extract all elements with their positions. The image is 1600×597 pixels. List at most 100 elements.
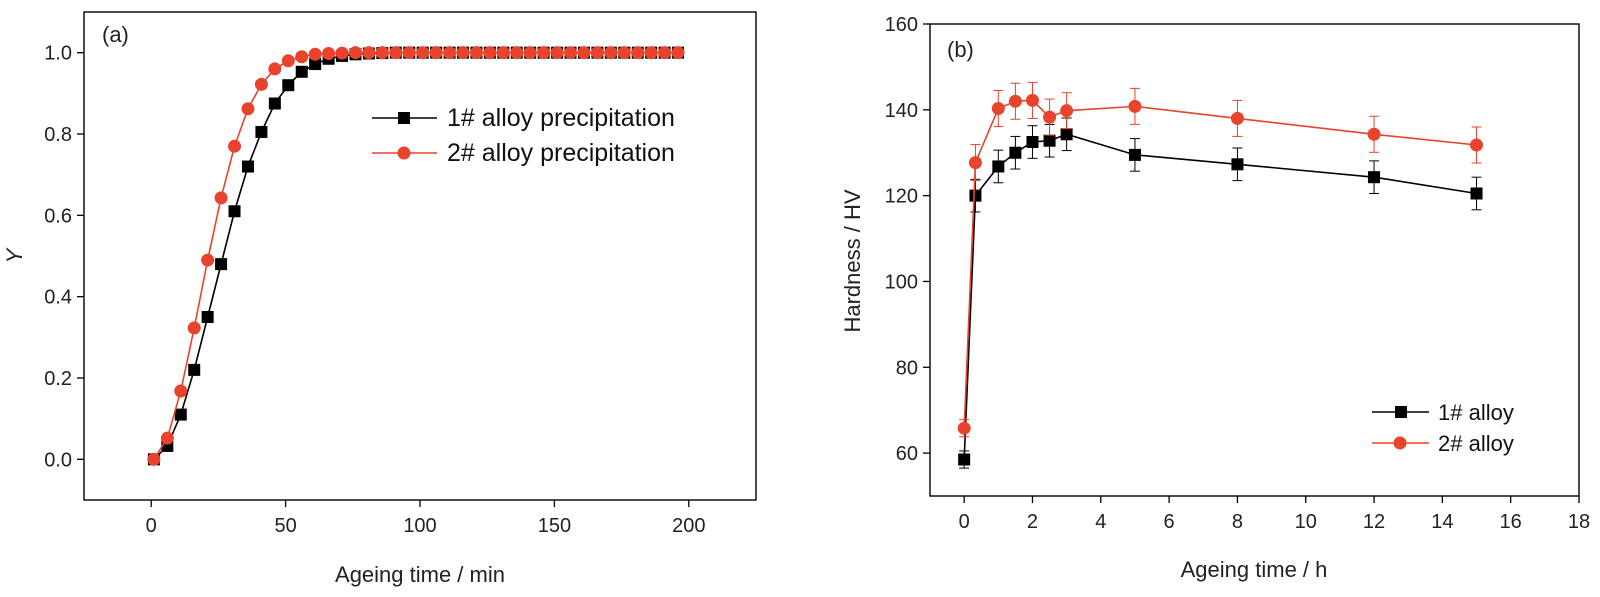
data-point <box>523 46 537 60</box>
data-point <box>147 452 161 466</box>
legend-marker-a-1 <box>398 112 410 124</box>
y-axis-title-b: Hardness / HV <box>840 189 865 332</box>
data-point <box>658 46 672 60</box>
data-point <box>456 46 470 60</box>
data-point <box>281 54 295 68</box>
x-tick-label-b: 10 <box>1295 511 1317 533</box>
data-point <box>268 97 281 110</box>
data-point <box>510 46 524 60</box>
data-point <box>174 408 187 421</box>
data-point <box>1128 99 1142 113</box>
data-point <box>282 79 295 92</box>
data-point <box>1026 136 1039 148</box>
y-tick-label-b: 140 <box>885 100 918 122</box>
series-line-a-2 <box>153 51 679 460</box>
data-point <box>590 46 604 60</box>
x-tick-label-a: 200 <box>672 515 705 537</box>
tick-layer-b: 0 2 4 6 8 10 12 14 16 18 60 80 100 120 140 160 <box>885 14 1591 533</box>
data-point <box>1367 127 1381 141</box>
y-tick-label-b: 100 <box>885 271 918 293</box>
data-point <box>429 46 443 60</box>
data-point <box>1060 104 1074 118</box>
y-tick-label-a: 0.6 <box>44 205 72 227</box>
data-point <box>255 125 268 138</box>
legend-marker-b-1 <box>1395 406 1407 418</box>
data-point <box>308 47 322 61</box>
series-layer-a <box>147 46 685 466</box>
data-point <box>496 46 510 60</box>
legend-label-a-2: 2# alloy precipitation <box>447 139 675 167</box>
data-point <box>537 46 551 60</box>
data-point <box>389 46 403 60</box>
data-point <box>443 46 457 60</box>
legend-marker-a-2 <box>397 146 411 160</box>
data-point <box>268 62 282 76</box>
data-point <box>1128 148 1141 161</box>
data-point <box>402 46 416 60</box>
data-point <box>564 46 578 60</box>
data-point <box>671 46 685 60</box>
data-point <box>348 46 362 60</box>
data-point <box>483 46 497 60</box>
y-tick-label-a: 1.0 <box>44 43 72 65</box>
x-axis-title-a: Ageing time / min <box>335 562 505 587</box>
data-point <box>254 77 268 91</box>
data-point <box>295 65 308 78</box>
data-point <box>1060 128 1073 141</box>
chart-panel-b: 0 2 4 6 8 10 12 14 16 18 60 80 100 120 140 160 (b) Agei… <box>840 14 1590 582</box>
data-point <box>295 50 309 64</box>
y-tick-label-a: 0.2 <box>44 368 72 390</box>
x-tick-label-a: 100 <box>403 515 436 537</box>
data-point <box>968 156 982 170</box>
chart-panel-a: 0 50 100 150 200 0.0 0.2 0.4 0.6 0.8 1.0 (a) Agein… <box>2 11 757 587</box>
data-point <box>188 363 201 376</box>
y-tick-label-b: 120 <box>885 186 918 208</box>
data-point <box>1009 146 1022 159</box>
data-point <box>228 139 242 153</box>
data-point <box>174 384 188 398</box>
x-tick-label-b: 16 <box>1500 511 1522 533</box>
data-point <box>958 453 971 466</box>
data-point <box>416 46 430 60</box>
legend-b: 1# alloy 2# alloy <box>1372 400 1514 456</box>
data-point <box>335 46 349 60</box>
x-tick-label-b: 4 <box>1095 511 1106 533</box>
data-point <box>604 46 618 60</box>
data-point <box>160 431 174 445</box>
data-point <box>362 46 376 60</box>
data-point <box>241 160 254 173</box>
data-point <box>1008 94 1022 108</box>
data-point <box>991 102 1005 116</box>
x-tick-label-b: 18 <box>1568 511 1590 533</box>
data-point <box>1043 110 1057 124</box>
data-point <box>214 191 228 205</box>
data-point <box>992 160 1005 173</box>
data-point <box>309 58 322 71</box>
panel-label-a: (a) <box>102 22 129 47</box>
x-tick-label-a: 150 <box>538 515 571 537</box>
plot-frame-b <box>929 23 1580 497</box>
x-tick-label-b: 2 <box>1027 511 1038 533</box>
data-point <box>644 46 658 60</box>
x-tick-label-b: 12 <box>1363 511 1385 533</box>
tick-layer-a: 0 50 100 150 200 0.0 0.2 0.4 0.6 0.8 1.0 <box>44 43 705 537</box>
legend-marker-b-2 <box>1393 436 1407 450</box>
y-axis-title-a: Y <box>2 247 27 263</box>
data-point <box>1470 138 1484 152</box>
data-point <box>1368 171 1381 184</box>
data-point <box>228 205 241 218</box>
data-point <box>1025 93 1039 107</box>
data-point <box>631 46 645 60</box>
data-point <box>1043 134 1056 147</box>
plot-frame-a <box>83 11 757 501</box>
data-point <box>469 46 483 60</box>
series-layer-b <box>957 81 1484 469</box>
legend-a: 1# alloy precipitation 2# alloy precipit… <box>372 104 675 167</box>
panel-label-b: (b) <box>947 37 974 62</box>
legend-label-a-1: 1# alloy precipitation <box>447 104 675 132</box>
legend-label-b-2: 2# alloy <box>1438 431 1514 456</box>
x-tick-label-b: 14 <box>1431 511 1453 533</box>
data-point <box>1231 158 1244 171</box>
data-point <box>1470 187 1483 200</box>
